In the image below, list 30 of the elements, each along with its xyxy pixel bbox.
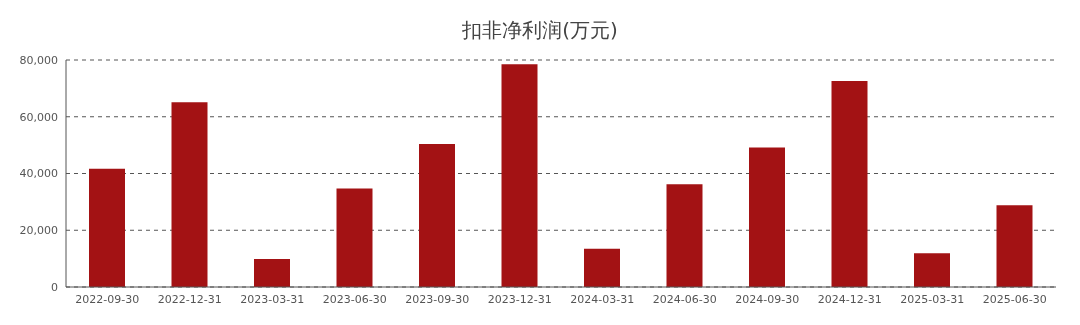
- y-tick-label: 0: [51, 280, 58, 294]
- bar: [89, 168, 125, 287]
- bar: [666, 184, 703, 287]
- x-tick-label: 2025-03-31: [900, 292, 965, 306]
- x-tick-label: 2024-03-31: [570, 292, 635, 306]
- chart-title: 扣非净利润(万元): [461, 17, 619, 44]
- bar: [254, 258, 290, 287]
- x-tick-label: 2023-12-31: [487, 292, 552, 306]
- x-tick-label: 2024-12-31: [817, 292, 882, 306]
- bar: [749, 147, 785, 287]
- bar: [419, 143, 455, 287]
- x-tick-label: 2025-06-30: [982, 292, 1047, 306]
- x-tick-label: 2023-09-30: [405, 292, 470, 306]
- y-tick-label: 80,000: [19, 53, 58, 67]
- x-tick-label: 2024-09-30: [735, 292, 800, 306]
- bar: [996, 205, 1033, 287]
- bar: [831, 81, 868, 287]
- x-tick-label: 2023-03-31: [240, 292, 305, 306]
- x-tick-label: 2022-09-30: [75, 292, 140, 306]
- bar: [171, 102, 208, 287]
- x-tick-label: 2024-06-30: [652, 292, 717, 306]
- bar: [336, 188, 373, 287]
- y-tick-label: 60,000: [19, 110, 58, 124]
- y-tick-label: 20,000: [19, 224, 58, 238]
- bar: [914, 253, 950, 287]
- bar: [584, 248, 620, 287]
- y-tick-label: 40,000: [19, 167, 58, 181]
- x-tick-label: 2023-06-30: [322, 292, 387, 306]
- bar: [501, 64, 538, 287]
- x-tick-label: 2022-12-31: [157, 292, 222, 306]
